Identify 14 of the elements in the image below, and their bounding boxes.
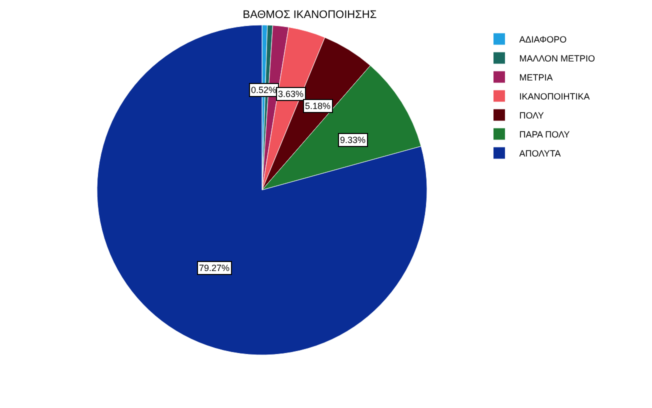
data-label: 5.18%	[305, 101, 331, 111]
legend-label: ΙΚΑΝΟΠΟΙΗΤΙΚΑ	[519, 91, 590, 102]
data-label: 0.52%	[251, 85, 277, 95]
data-label: 3.63%	[278, 89, 304, 99]
legend-label: ΜΕΤΡΙΑ	[519, 72, 553, 82]
data-label: 9.33%	[340, 135, 366, 145]
chart-title: ΒΑΘΜΟΣ ΙΚΑΝΟΠΟΙΗΣΗΣ	[242, 9, 377, 22]
legend-label: ΑΠΟΛΥΤΑ	[519, 148, 561, 158]
legend-label: ΑΔΙΑΦΟΡΟ	[519, 34, 567, 44]
data-label: 79.27%	[199, 263, 230, 273]
legend-label: ΜΑΛΛΟΝ ΜΕΤΡΙΟ	[519, 53, 596, 64]
legend-label: ΠΟΛΥ	[519, 110, 544, 120]
legend-label: ΠΑΡΑ ΠΟΛΥ	[519, 129, 570, 140]
pie-slice	[96, 24, 428, 356]
